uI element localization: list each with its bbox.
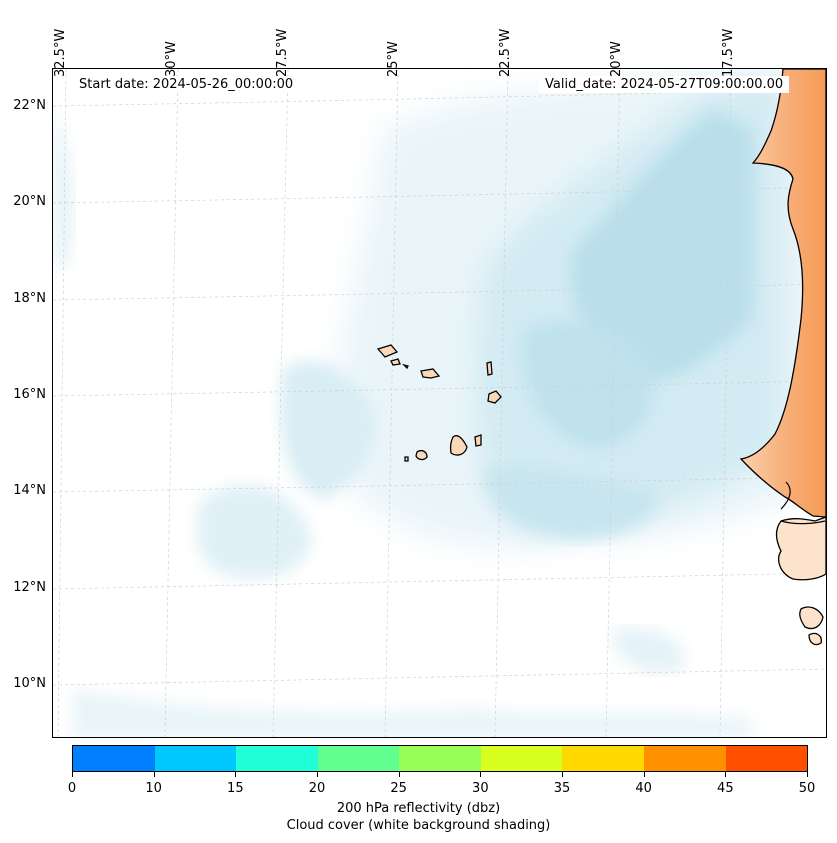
colorbar-tick-label: 20 — [308, 781, 326, 796]
colorbar-tick-mark — [480, 772, 482, 777]
lon-label: 32.5°W — [53, 28, 68, 77]
reflectivity-colorbar — [72, 745, 808, 772]
colorbar-segment — [725, 746, 808, 771]
lon-label: 20°W — [609, 41, 624, 77]
colorbar-tick-label: 50 — [798, 781, 816, 796]
colorbar-segment — [73, 746, 155, 771]
valid-date-label: Valid_date: 2024-05-27T09:00:00.00 — [539, 76, 790, 93]
lon-label: 30°W — [164, 41, 179, 77]
africa-land — [739, 69, 826, 646]
colorbar-tick-mark — [643, 772, 645, 777]
start-date-label: Start date: 2024-05-26_00:00:00 — [73, 76, 300, 93]
colorbar-tick-mark — [317, 772, 318, 777]
cloud-cover-shading — [53, 69, 826, 737]
colorbar-tick-label: 40 — [635, 781, 652, 796]
colorbar-tick-mark — [562, 772, 563, 777]
lat-label: 12°N — [13, 580, 46, 595]
colorbar-tick-label: 35 — [553, 781, 571, 796]
colorbar-tick-label: 15 — [227, 781, 244, 796]
lat-label: 20°N — [13, 194, 46, 209]
colorbar-tick-mark — [153, 772, 155, 777]
colorbar-segment — [317, 746, 400, 771]
colorbar-tick-mark — [72, 772, 73, 777]
map-panel — [52, 68, 827, 738]
colorbar-tick-mark — [398, 772, 400, 777]
colorbar-tick-label: 0 — [67, 781, 77, 796]
map-canvas — [53, 69, 826, 737]
cape-verde-islands — [376, 344, 502, 462]
lon-label: 22.5°W — [498, 28, 513, 77]
colorbar-segment — [480, 746, 563, 771]
colorbar-tick-label: 10 — [145, 781, 162, 796]
colorbar-tick-mark — [235, 772, 237, 777]
colorbar-label: 200 hPa reflectivity (dbz) — [336, 801, 501, 816]
colorbar-segment — [236, 746, 318, 771]
lon-label: 17.5°W — [721, 28, 736, 77]
lat-label: 16°N — [13, 387, 46, 402]
colorbar-segment — [399, 746, 481, 771]
lat-label: 14°N — [13, 483, 46, 498]
lat-label: 22°N — [13, 98, 46, 113]
lon-label: 25°W — [386, 41, 401, 77]
colorbar-tick-label: 45 — [717, 781, 734, 796]
lat-label: 10°N — [13, 676, 46, 691]
lon-label: 27.5°W — [275, 28, 290, 77]
colorbar-segment — [562, 746, 644, 771]
colorbar-segment — [154, 746, 237, 771]
graticule — [53, 69, 826, 737]
colorbar-tick-label: 30 — [472, 781, 489, 796]
colorbar-sublabel: Cloud cover (white background shading) — [286, 818, 551, 833]
lat-label: 18°N — [13, 291, 46, 306]
colorbar-tick-label: 25 — [390, 781, 407, 796]
colorbar-segment — [643, 746, 726, 771]
colorbar-tick-mark — [807, 772, 808, 777]
colorbar-tick-mark — [725, 772, 727, 777]
